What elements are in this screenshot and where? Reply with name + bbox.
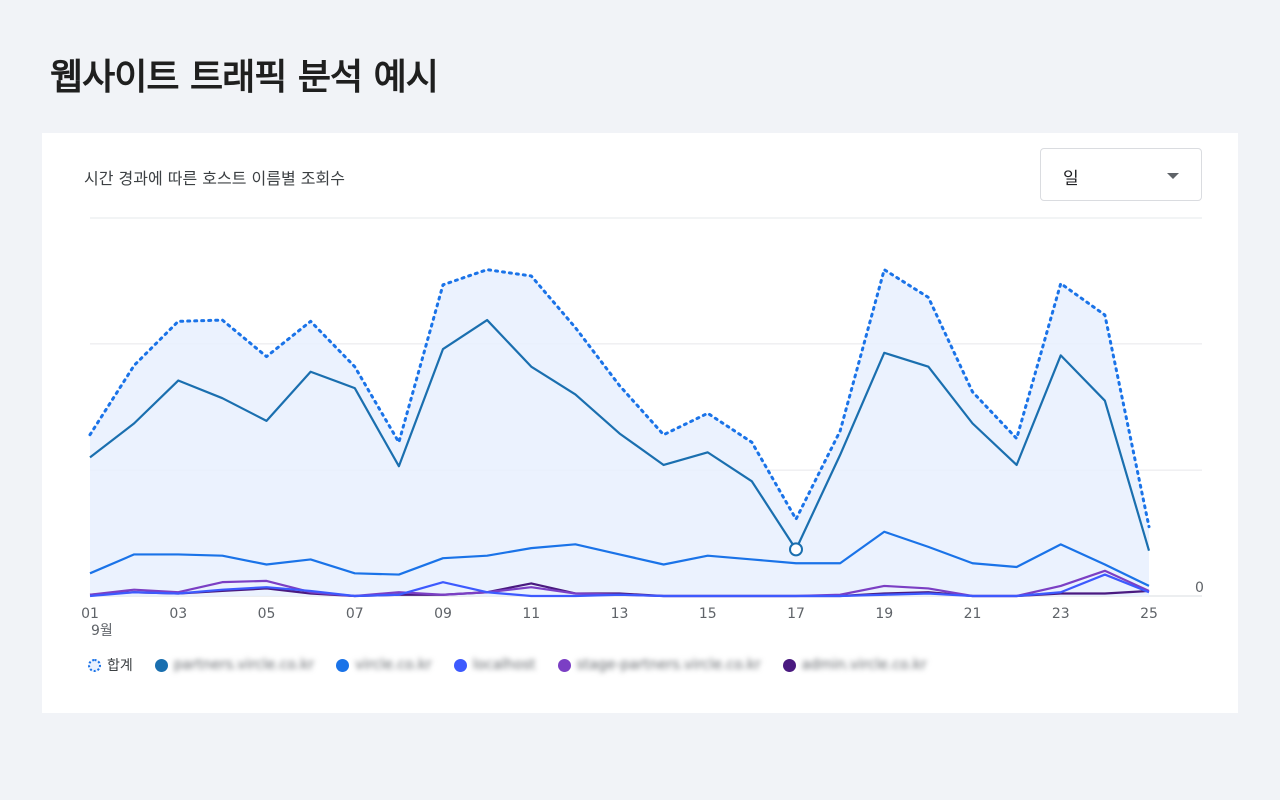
- x-tick-label: 05: [258, 606, 276, 622]
- chart-title: 시간 경과에 따른 호스트 이름별 조회수: [84, 169, 345, 188]
- legend-label: stage-partners.vircle.co.kr: [576, 657, 761, 673]
- x-tick-label: 17: [787, 606, 805, 622]
- series-line-partners-vircle-co-kr[interactable]: [89, 318, 1151, 551]
- series-line-합계[interactable]: [88, 268, 1151, 529]
- series-lines: [88, 268, 1151, 598]
- legend-item[interactable]: admin.vircle.co.kr: [782, 657, 927, 673]
- legend-swatch-icon: [88, 658, 101, 672]
- x-axis: 01 03 05 07 09 11 13 15 17 19 21 23 25 9월: [81, 606, 1158, 639]
- legend-label: localhost: [472, 657, 536, 673]
- x-tick-label: 25: [1140, 606, 1158, 622]
- legend-label: 합계: [107, 658, 133, 674]
- x-tick-label: 07: [346, 606, 364, 622]
- x-tick-label: 19: [875, 606, 893, 622]
- legend-swatch-icon: [557, 658, 571, 672]
- x-tick-label: 13: [611, 606, 629, 622]
- chevron-down-icon: [1167, 173, 1179, 179]
- granularity-select[interactable]: 일: [1040, 148, 1202, 201]
- chart-card: 시간 경과에 따른 호스트 이름별 조회수 일 01 03 05 07 09 11 13 15…: [42, 133, 1238, 713]
- legend-item[interactable]: partners.vircle.co.kr: [154, 657, 315, 673]
- x-tick-label: 01: [81, 606, 99, 622]
- y-tick-label: 0: [1195, 580, 1204, 596]
- legend-label: vircle.co.kr: [355, 657, 432, 673]
- legend-label: partners.vircle.co.kr: [173, 657, 315, 673]
- legend-label: admin.vircle.co.kr: [801, 657, 927, 673]
- series-line-localhost[interactable]: [89, 573, 1150, 598]
- x-tick-label: 11: [522, 606, 540, 622]
- highlight-point[interactable]: [789, 542, 803, 557]
- legend-item[interactable]: stage-partners.vircle.co.kr: [557, 657, 761, 673]
- legend-swatch-icon: [336, 658, 350, 672]
- page-title: 웹사이트 트래픽 분석 예시: [50, 57, 439, 98]
- legend-swatch-icon: [782, 658, 796, 672]
- x-tick-label: 21: [964, 606, 982, 622]
- series-line-vircle-co-kr[interactable]: [89, 530, 1150, 587]
- x-tick-label: 09: [434, 606, 452, 622]
- x-tick-label: 03: [169, 606, 187, 622]
- chart-legend: 합계 partners.vircle.co.kr vircle.co.kr local…: [88, 655, 949, 675]
- granularity-select-value: 일: [1063, 169, 1079, 189]
- legend-swatch-icon: [154, 658, 168, 672]
- legend-item[interactable]: localhost: [453, 657, 536, 673]
- x-month-label: 9월: [91, 623, 113, 639]
- line-chart: 01 03 05 07 09 11 13 15 17 19 21 23 25 9월 0: [81, 217, 1204, 639]
- x-tick-label: 15: [699, 606, 717, 622]
- legend-swatch-icon: [453, 658, 467, 672]
- legend-item[interactable]: 합계: [88, 655, 133, 675]
- legend-item[interactable]: vircle.co.kr: [336, 657, 432, 673]
- x-tick-label: 23: [1052, 606, 1070, 622]
